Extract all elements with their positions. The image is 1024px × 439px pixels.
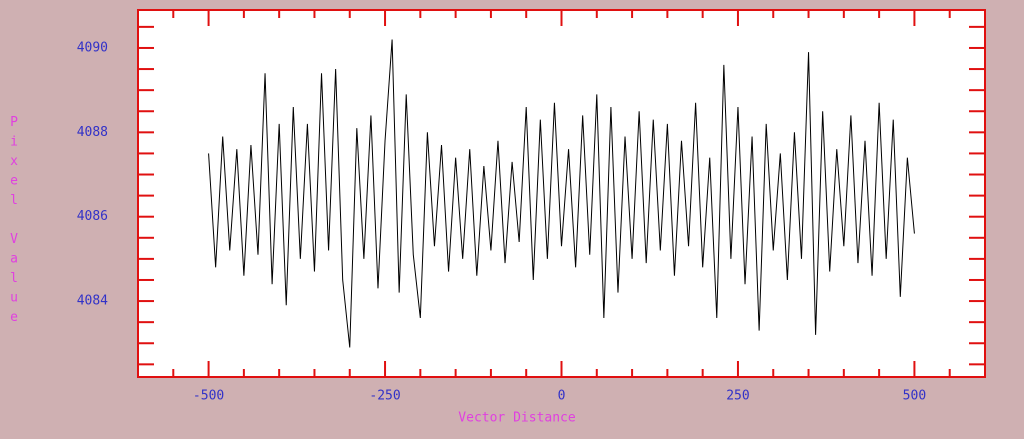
data-line — [208, 39, 915, 348]
y-tick-label: 4084 — [77, 294, 108, 309]
x-tick-label: 500 — [903, 389, 926, 404]
y-tick-label: 4090 — [77, 40, 108, 55]
y-tick-label: 4086 — [77, 209, 108, 224]
y-axis-title: Pixel Value — [7, 115, 22, 330]
y-tick-label: 4088 — [77, 125, 108, 140]
plot-area — [138, 10, 985, 377]
x-tick-label: 0 — [558, 389, 566, 404]
x-tick-label: -500 — [193, 389, 224, 404]
x-axis-title: Vector Distance — [458, 411, 576, 426]
x-tick-label: -250 — [369, 389, 400, 404]
x-tick-label: 250 — [726, 389, 749, 404]
